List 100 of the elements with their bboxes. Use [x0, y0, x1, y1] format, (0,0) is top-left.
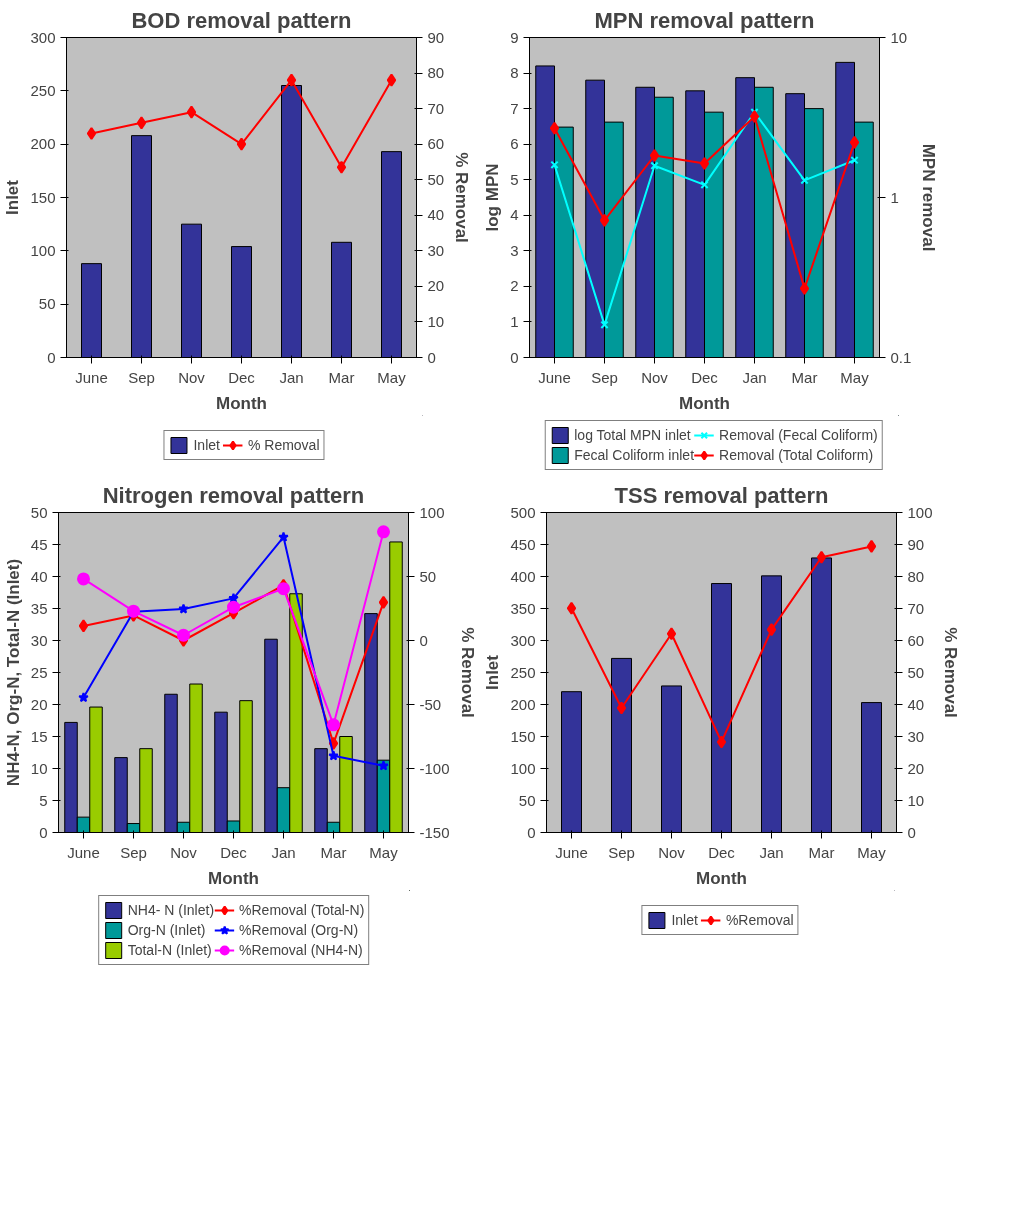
y-tick-label: 7 — [510, 99, 519, 117]
y-tick-label: 150 — [30, 188, 56, 206]
x-tick-label: June — [555, 843, 588, 861]
y-tick-label: 300 — [510, 631, 536, 649]
y2-tick-label: 0.1 — [890, 348, 912, 366]
chart-title: MPN removal pattern — [594, 7, 815, 33]
legend-label: Org-N (Inlet) — [127, 922, 206, 938]
y-tick-label: 9 — [510, 28, 519, 46]
x-tick-label: June — [75, 368, 108, 386]
y-tick-label: 10 — [30, 759, 48, 777]
y-tick-label: 0 — [510, 348, 519, 366]
y-axis-title: Inlet — [483, 654, 503, 690]
y-tick-label: 0 — [527, 823, 536, 841]
y2-axis-title: % Removal — [940, 627, 960, 718]
y2-tick-label: 10 — [907, 791, 925, 809]
y2-tick-label: 50 — [419, 567, 437, 585]
y2-tick-label: 70 — [907, 599, 925, 617]
x-tick-label: June — [538, 368, 571, 386]
y-tick-label: 35 — [30, 599, 48, 617]
legend-label: Fecal Coliform inlet — [574, 447, 695, 463]
y-tick-label: 100 — [30, 241, 56, 259]
y-tick-label: 25 — [30, 663, 48, 681]
x-tick-label: Dec — [228, 368, 256, 386]
y-tick-label: 50 — [38, 295, 56, 313]
legend-label: %Removal (NH4-N) — [239, 942, 363, 958]
y-tick-label: 3 — [510, 241, 519, 259]
legend-label: Removal (Total Coliform) — [719, 447, 874, 463]
y2-tick-label: 50 — [907, 663, 925, 681]
x-tick-label: Dec — [220, 843, 248, 861]
y2-tick-label: 50 — [427, 170, 445, 188]
x-axis-title: Month — [679, 393, 730, 413]
y-tick-label: 4 — [510, 206, 519, 224]
legend-label: %Removal (Total-N) — [239, 902, 365, 918]
y-tick-label: 100 — [510, 759, 536, 777]
x-tick-label: Mar — [328, 368, 355, 386]
x-tick-label: Nov — [641, 368, 669, 386]
y-tick-label: 200 — [30, 135, 56, 153]
y-tick-label: 500 — [510, 503, 536, 521]
y-tick-label: 350 — [510, 599, 536, 617]
x-tick-label: Dec — [691, 368, 719, 386]
x-axis-title: Month — [208, 868, 259, 888]
legend-label: % Removal — [247, 437, 320, 453]
y-tick-label: 50 — [30, 503, 48, 521]
legend-label: Removal (Fecal Coliform) — [719, 427, 878, 443]
y-tick-label: 30 — [30, 631, 48, 649]
y2-tick-label: 40 — [427, 206, 445, 224]
x-axis-title: Month — [696, 868, 747, 888]
y-tick-label: 250 — [30, 81, 56, 99]
x-tick-label: Mar — [320, 843, 347, 861]
x-tick-label: Jan — [279, 368, 304, 386]
y2-tick-label: 80 — [427, 64, 445, 82]
x-tick-label: Mar — [808, 843, 835, 861]
y-tick-label: 400 — [510, 567, 536, 585]
y-tick-label: 250 — [510, 663, 536, 681]
x-tick-label: May — [857, 843, 887, 861]
y2-tick-label: 20 — [907, 759, 925, 777]
y2-tick-label: 90 — [907, 535, 925, 553]
x-tick-label: Sep — [591, 368, 618, 386]
y2-tick-label: 0 — [907, 823, 916, 841]
y-axis-title: Inlet — [3, 179, 23, 215]
x-tick-label: May — [369, 843, 399, 861]
y2-tick-label: 90 — [427, 28, 445, 46]
y-tick-label: 1 — [510, 312, 519, 330]
y-tick-label: 150 — [510, 727, 536, 745]
x-tick-label: Nov — [170, 843, 198, 861]
y2-tick-label: 40 — [907, 695, 925, 713]
y2-tick-label: 30 — [907, 727, 925, 745]
x-tick-label: Nov — [658, 843, 686, 861]
x-tick-label: Jan — [742, 368, 767, 386]
y2-tick-label: 70 — [427, 99, 445, 117]
y-tick-label: 2 — [510, 277, 519, 295]
y-tick-label: 300 — [30, 28, 56, 46]
y-tick-label: 5 — [510, 170, 519, 188]
y-axis-title: NH4-N, Org-N, Total-N (Inlet) — [3, 558, 23, 787]
y-axis-title: log MPN — [483, 163, 503, 232]
legend-label: log Total MPN inlet — [574, 427, 691, 443]
legend-label: Inlet — [193, 437, 220, 453]
y-tick-label: 20 — [30, 695, 48, 713]
y-tick-label: 5 — [39, 791, 48, 809]
y2-tick-label: -50 — [419, 695, 442, 713]
chart-title: BOD removal pattern — [131, 7, 352, 33]
y2-tick-label: 30 — [427, 241, 445, 259]
y-tick-label: 15 — [30, 727, 48, 745]
y-tick-label: 200 — [510, 695, 536, 713]
y-tick-label: 40 — [30, 567, 48, 585]
x-tick-label: June — [67, 843, 100, 861]
y-tick-label: 50 — [518, 791, 536, 809]
y-tick-label: 0 — [47, 348, 56, 366]
y2-axis-title: % Removal — [452, 152, 472, 243]
x-tick-label: May — [840, 368, 870, 386]
x-tick-label: May — [377, 368, 407, 386]
y2-tick-label: -100 — [419, 759, 450, 777]
legend-label: NH4- N (Inlet) — [127, 902, 215, 918]
chart-title: TSS removal pattern — [614, 482, 829, 508]
x-tick-label: Jan — [759, 843, 784, 861]
y-tick-label: 6 — [510, 135, 519, 153]
chart-title: Nitrogen removal pattern — [102, 482, 365, 508]
legend-label: %Removal — [725, 912, 794, 928]
x-tick-label: Sep — [128, 368, 155, 386]
y-tick-label: 45 — [30, 535, 48, 553]
